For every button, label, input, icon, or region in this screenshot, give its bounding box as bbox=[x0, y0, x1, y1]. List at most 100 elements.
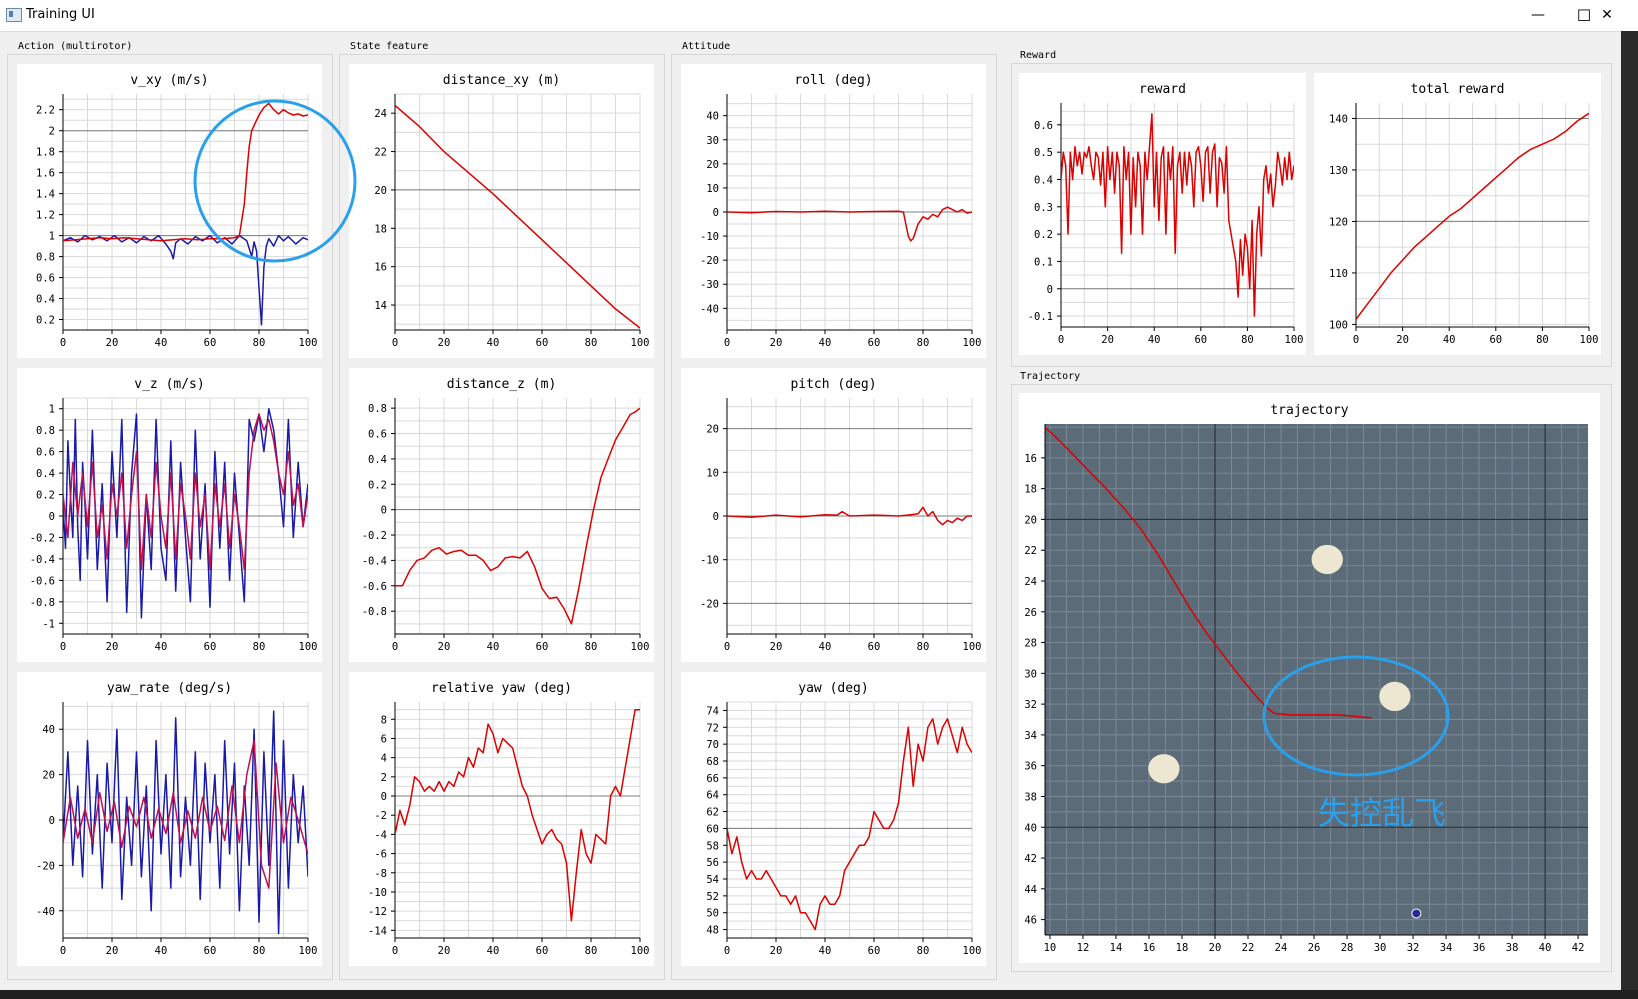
y-tick-label: 130 bbox=[1329, 165, 1348, 177]
y-tick-label: 62 bbox=[706, 807, 719, 819]
chart-relative-yaw: relative yaw (deg)0 20 40 60 80 100-14-12-10-… bbox=[368, 681, 650, 957]
x-tick-label: 40 bbox=[155, 641, 168, 653]
y-tick-label: 30 bbox=[1024, 668, 1037, 680]
plot-relative-yaw: relative yaw (deg) 0 20 40 60 80 100 -14 -12 -10-… bbox=[349, 672, 654, 966]
y-tick-label: 20 bbox=[706, 159, 719, 171]
y-tick-label: -10 bbox=[368, 887, 387, 899]
chart-trajectory: trajectory 10 12 14 16 18 20 22 24 26 28 30 32 34 36 38… bbox=[1024, 403, 1588, 954]
x-tick-label: 80 bbox=[917, 641, 930, 653]
plot-v-z: v_z (m/s) 0 20 40 60 80 100 -1 -0.8 -0.6 -0.4 -0.2 0… bbox=[17, 368, 322, 662]
group-action bbox=[7, 54, 333, 980]
y-tick-label: 26 bbox=[1024, 607, 1037, 619]
y-tick-label: 30 bbox=[706, 135, 719, 147]
plot-pitch: pitch (deg) 0 20 40 60 80 100 -20 -10 0 10 20 bbox=[681, 368, 986, 662]
chart-title: v_xy (m/s) bbox=[130, 73, 208, 88]
x-tick-label: 100 bbox=[631, 337, 650, 349]
series-line bbox=[63, 710, 308, 935]
x-tick-label: 36 bbox=[1473, 942, 1486, 954]
series-line bbox=[63, 234, 308, 326]
plot-roll: roll (deg) 0 20 40 60 80 100 -40 -30 -20 -10 0 10 20 3… bbox=[681, 64, 986, 358]
series-line bbox=[63, 413, 308, 571]
y-tick-label: 36 bbox=[1024, 761, 1037, 773]
y-tick-label: -0.1 bbox=[1028, 311, 1053, 323]
window-titlebar[interactable]: Training UI — ☐ bbox=[0, 0, 1638, 32]
y-tick-label: 10 bbox=[706, 183, 719, 195]
x-tick-label: 100 bbox=[631, 945, 650, 957]
y-tick-label: -0.2 bbox=[362, 530, 387, 542]
y-tick-label: 10 bbox=[706, 467, 719, 479]
plot-trajectory: trajectory 10 12 14 16 18 20 22 24 26 28 30 32 34 36 38… bbox=[1019, 393, 1600, 963]
group-label-state: State feature bbox=[348, 41, 431, 52]
y-tick-label: 0.6 bbox=[36, 273, 55, 285]
y-tick-label: -30 bbox=[700, 279, 719, 291]
y-tick-label: 140 bbox=[1329, 113, 1348, 125]
y-tick-label: 34 bbox=[1024, 730, 1037, 742]
y-tick-label: 0.4 bbox=[36, 468, 55, 480]
chart-pitch: pitch (deg) 0 20 40 60 80 100 -20 -10 0 10 20 bbox=[700, 377, 981, 653]
chart-v-z: v_z (m/s) 0 20 40 60 80 100 -1 -0.8 -0.6 -0.4 -0.2 0… bbox=[30, 377, 318, 653]
window-close-button[interactable]: ✕ bbox=[1601, 7, 1613, 23]
x-tick-label: 60 bbox=[868, 337, 881, 349]
y-tick-label: 52 bbox=[706, 891, 719, 903]
y-tick-label: 16 bbox=[1024, 453, 1037, 465]
maximize-button[interactable]: ☐ bbox=[1576, 6, 1592, 25]
minimize-button[interactable]: — bbox=[1531, 7, 1545, 23]
y-tick-label: 0.8 bbox=[36, 425, 55, 437]
x-tick-label: 80 bbox=[917, 945, 930, 957]
group-label-trajectory: Trajectory bbox=[1018, 371, 1083, 382]
y-tick-label: 1.2 bbox=[36, 210, 55, 222]
y-tick-label: -20 bbox=[36, 860, 55, 872]
y-tick-label: 42 bbox=[1024, 853, 1037, 865]
x-tick-label: 28 bbox=[1341, 942, 1354, 954]
x-tick-label: 60 bbox=[868, 641, 881, 653]
chart-title: total reward bbox=[1411, 82, 1505, 97]
plot-v-xy: v_xy (m/s) 0 20 40 60 80 100 0.2 0.4 0.6 0.8 1 1.2 1.… bbox=[17, 64, 322, 358]
y-tick-label: 14 bbox=[374, 300, 387, 312]
x-tick-label: 80 bbox=[585, 337, 598, 349]
x-tick-label: 0 bbox=[392, 945, 398, 957]
annotation-ellipse-trajectory bbox=[1262, 655, 1450, 777]
y-tick-label: -6 bbox=[374, 849, 387, 861]
y-tick-label: 110 bbox=[1329, 268, 1348, 280]
y-tick-label: 20 bbox=[706, 424, 719, 436]
group-label-action: Action (multirotor) bbox=[16, 41, 135, 52]
y-tick-label: -1 bbox=[42, 618, 55, 630]
y-tick-label: 0.6 bbox=[1034, 120, 1053, 132]
obstacle-marker bbox=[1148, 754, 1180, 784]
x-tick-label: 0 bbox=[1058, 334, 1064, 346]
group-state bbox=[339, 54, 665, 980]
series-line bbox=[727, 718, 972, 931]
group-reward bbox=[1011, 63, 1612, 367]
x-tick-label: 80 bbox=[253, 945, 266, 957]
y-tick-label: 58 bbox=[706, 840, 719, 852]
series-line bbox=[395, 104, 640, 329]
x-tick-label: 60 bbox=[204, 945, 217, 957]
x-tick-label: 40 bbox=[487, 641, 500, 653]
y-tick-label: 56 bbox=[706, 857, 719, 869]
x-tick-label: 26 bbox=[1308, 942, 1321, 954]
y-tick-label: -0.2 bbox=[30, 532, 55, 544]
chart-title: trajectory bbox=[1270, 403, 1348, 418]
chart-title: reward bbox=[1139, 82, 1186, 97]
x-tick-label: 40 bbox=[1148, 334, 1161, 346]
x-tick-label: 60 bbox=[868, 945, 881, 957]
x-tick-label: 60 bbox=[1194, 334, 1207, 346]
x-tick-label: 20 bbox=[106, 641, 119, 653]
app-icon bbox=[6, 8, 22, 22]
y-tick-label: 44 bbox=[1024, 884, 1037, 896]
series-line bbox=[1061, 113, 1294, 317]
y-tick-label: 0.4 bbox=[1034, 174, 1053, 186]
chart-yaw: yaw (deg) 0 20 40 60 80 100 48 50 52 54 56 58 60 62 64 6… bbox=[706, 681, 981, 957]
series-line bbox=[63, 739, 308, 889]
plot-reward: reward 0 20 40 60 80 100 -0.1 0 0.1 0.2 0.3 0.4 0.5 0.… bbox=[1019, 73, 1306, 355]
series-line bbox=[1356, 112, 1589, 320]
x-tick-label: 40 bbox=[819, 337, 832, 349]
y-tick-label: -20 bbox=[700, 255, 719, 267]
x-tick-label: 24 bbox=[1275, 942, 1288, 954]
y-tick-label: 28 bbox=[1024, 638, 1037, 650]
x-tick-label: 40 bbox=[155, 337, 168, 349]
y-tick-label: -0.8 bbox=[30, 597, 55, 609]
y-tick-label: -0.6 bbox=[362, 581, 387, 593]
obstacle-marker bbox=[1311, 544, 1343, 575]
x-tick-label: 20 bbox=[106, 337, 119, 349]
